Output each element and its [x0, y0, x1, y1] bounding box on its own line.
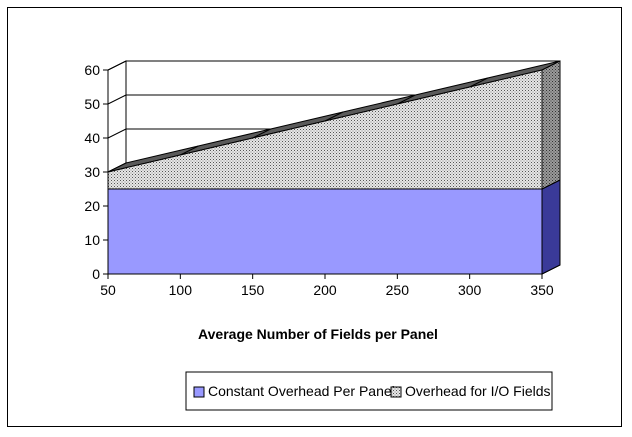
series-io-point — [397, 94, 416, 105]
x-tick-label: 350 — [530, 282, 554, 298]
y-tick-label: 40 — [84, 130, 100, 146]
gridline-side — [107, 60, 127, 71]
y-tick-label: 50 — [84, 96, 100, 112]
legend-label-constant-overhead: Constant Overhead Per Panel — [208, 383, 395, 399]
x-tick-label: 150 — [241, 282, 265, 298]
x-tick-label: 250 — [386, 282, 410, 298]
y-tick-label: 0 — [92, 266, 100, 282]
y-tick-label: 30 — [84, 164, 100, 180]
legend: Constant Overhead Per Panel Overhead for… — [185, 371, 553, 411]
x-tick-label: 300 — [458, 282, 482, 298]
series-io-side-face — [541, 60, 561, 190]
y-axis-ticks: 0 10 20 30 40 50 60 — [84, 62, 108, 282]
legend-swatch-io-overhead — [390, 386, 402, 398]
gridline-side — [107, 94, 127, 105]
series-layer — [107, 60, 561, 275]
series-io-point — [324, 111, 344, 122]
y-tick-label: 60 — [84, 62, 100, 78]
legend-label-io-overhead: Overhead for I/O Fields — [405, 383, 551, 399]
y-tick-label: 20 — [84, 198, 100, 214]
y-tick-label: 10 — [84, 232, 100, 248]
gridline-side — [107, 128, 127, 139]
x-tick-label: 200 — [313, 282, 337, 298]
x-axis-title: Average Number of Fields per Panel — [198, 326, 438, 342]
series-io-point — [180, 145, 199, 156]
x-tick-label: 50 — [100, 282, 116, 298]
x-axis-ticks: 50 100 150 200 250 300 350 — [100, 274, 554, 298]
series-io-front-face — [107, 69, 543, 190]
series-constant-front-face — [107, 188, 543, 275]
series-io-point — [252, 128, 271, 139]
legend-box — [185, 371, 553, 411]
series-constant-side-face — [541, 179, 561, 275]
legend-swatch-constant-overhead — [193, 386, 205, 398]
x-tick-label: 100 — [169, 282, 193, 298]
series-io-point — [469, 77, 488, 88]
